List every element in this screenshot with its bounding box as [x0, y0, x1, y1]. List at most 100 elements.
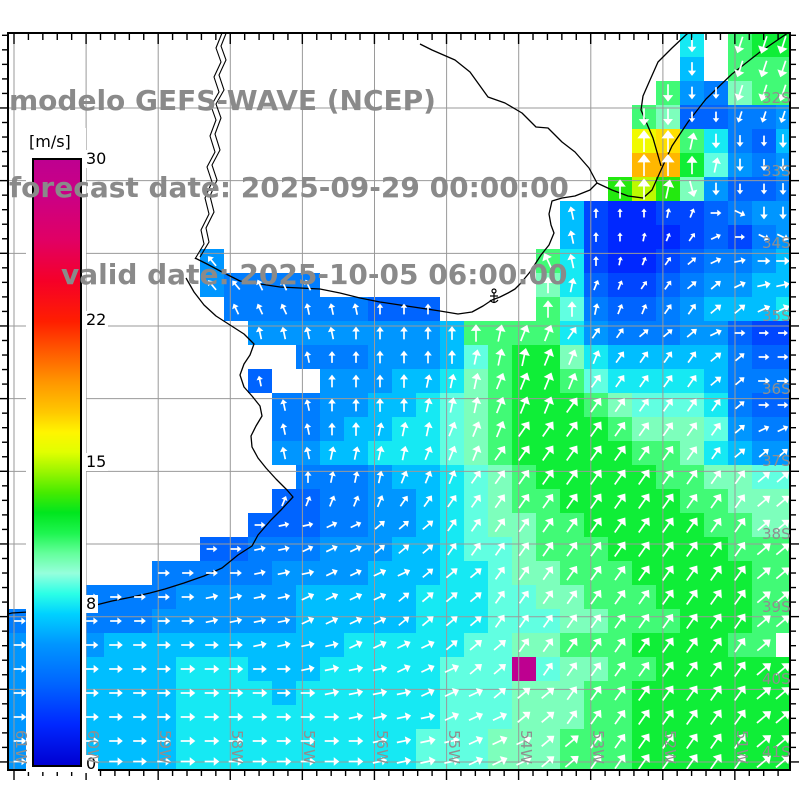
wind-arrow [686, 589, 698, 606]
wind-arrow [614, 733, 626, 749]
wind-arrow [686, 517, 698, 534]
wind-arrow [641, 208, 647, 218]
wind-arrow [543, 348, 554, 366]
wind-arrow [776, 304, 790, 313]
wind-arrow [758, 60, 769, 78]
wind-arrow [614, 685, 626, 701]
wind-arrow [614, 661, 626, 677]
wind-arrow [352, 471, 360, 483]
wind-arrow [134, 617, 146, 625]
wind-arrow [180, 736, 196, 746]
wind-arrow [518, 469, 530, 485]
wind-arrow [566, 445, 578, 462]
wind-arrow [758, 233, 770, 241]
wind-arrow [424, 446, 433, 461]
wind-arrow [617, 256, 623, 266]
wind-arrow [760, 111, 767, 123]
wind-arrow [424, 350, 432, 364]
wind-arrow [664, 256, 672, 266]
wind-arrow [590, 637, 602, 653]
wind-arrow [110, 593, 122, 601]
wind-arrow [329, 495, 336, 507]
wind-arrow [157, 757, 171, 766]
wind-arrow [542, 662, 553, 676]
wind-arrow [593, 208, 599, 218]
wind-arrow [662, 709, 674, 726]
wind-arrow [396, 712, 412, 721]
wind-arrow [617, 280, 624, 290]
wind-arrow [495, 348, 506, 366]
wind-arrow [638, 398, 649, 412]
wind-arrow [736, 158, 744, 172]
wind-arrow [734, 470, 746, 485]
wind-arrow [686, 733, 698, 750]
wind-arrow [593, 256, 599, 266]
wind-arrow [566, 686, 578, 701]
wind-arrow [516, 756, 532, 766]
wind-arrow [471, 349, 481, 365]
wind-arrow [353, 495, 360, 507]
wind-arrow [638, 753, 650, 770]
wind-arrow [281, 495, 288, 507]
wind-arrow [712, 87, 720, 99]
wind-arrow [109, 640, 123, 650]
wind-arrow [517, 711, 531, 723]
wind-arrow [204, 736, 220, 746]
wind-arrow [255, 326, 264, 340]
wind-arrow [448, 421, 458, 437]
wind-arrow [472, 421, 482, 437]
wind-arrow [542, 638, 554, 653]
wind-direction-arrows [13, 35, 790, 770]
wind-arrow [252, 757, 268, 766]
wind-arrow [328, 471, 336, 483]
wind-arrow [757, 519, 771, 531]
wind-arrow [590, 754, 602, 770]
wind-arrow [13, 713, 27, 721]
wind-arrow [444, 711, 460, 722]
wind-arrow [280, 303, 288, 315]
wind-arrow [710, 304, 722, 315]
title-block: modelo GEFS-WAVE (NCEP) forecast date: 2… [9, 28, 569, 347]
wind-arrow [228, 736, 244, 746]
wind-arrow [133, 757, 147, 766]
wind-arrow [710, 753, 722, 770]
wind-arrow [541, 756, 555, 768]
wind-arrow [734, 494, 746, 509]
wind-arrow [444, 736, 460, 746]
wind-arrow [709, 328, 722, 337]
wind-arrow [614, 421, 626, 437]
wind-arrow [638, 565, 650, 582]
colorbar-tick-15: 15 [84, 452, 109, 471]
wind-arrow [756, 543, 771, 556]
wind-arrow [686, 398, 697, 412]
wind-arrow [253, 592, 267, 601]
wind-arrow [399, 398, 409, 412]
wind-arrow [776, 256, 790, 266]
wind-arrow [400, 470, 409, 484]
wind-arrow [758, 353, 770, 361]
wind-arrow [422, 520, 434, 531]
wind-arrow [710, 233, 721, 241]
wind-arrow [181, 617, 195, 625]
wind-arrow [518, 542, 530, 557]
wind-arrow [421, 688, 435, 697]
wind-arrow [492, 756, 508, 766]
wind-arrow [638, 422, 650, 437]
wind-arrow [421, 592, 434, 603]
wind-arrow [349, 568, 362, 577]
wind-arrow [302, 545, 314, 553]
wind-arrow [614, 565, 626, 581]
wind-arrow [710, 661, 722, 678]
wind-arrow [397, 568, 411, 577]
wind-arrow [710, 422, 721, 436]
wind-arrow [638, 661, 650, 677]
wind-arrow [423, 495, 433, 508]
wind-arrow [301, 568, 315, 577]
wind-arrow [614, 541, 626, 558]
wind-arrow [445, 592, 458, 603]
wind-arrow [207, 280, 217, 291]
wind-arrow [206, 545, 218, 553]
wind-arrow [400, 350, 408, 364]
wind-arrow [543, 372, 554, 390]
wind-arrow [494, 518, 506, 533]
